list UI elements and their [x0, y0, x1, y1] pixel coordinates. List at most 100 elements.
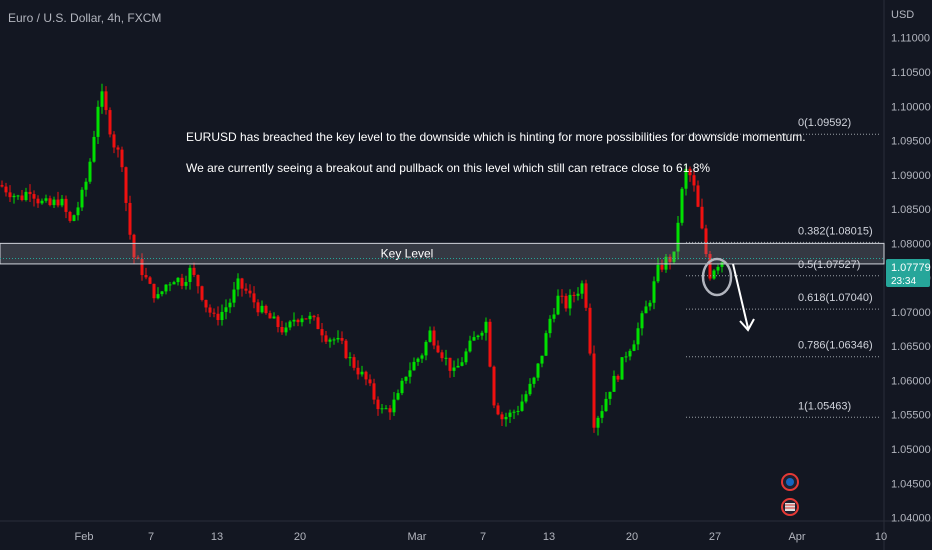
candle-body — [28, 191, 32, 195]
price-tick-label: 1.04500 — [891, 478, 931, 490]
projection-arrow — [701, 257, 755, 332]
candle-body — [532, 377, 536, 384]
candle-body — [296, 319, 300, 323]
price-tick-label: 1.04000 — [891, 513, 931, 525]
candle-body — [368, 379, 372, 384]
time-tick-label: 27 — [709, 531, 721, 543]
candle-body — [56, 199, 60, 206]
candle-body — [84, 181, 88, 190]
candle-body — [264, 305, 268, 314]
candle-body — [444, 357, 448, 359]
candle-body — [536, 363, 540, 378]
candle-body — [308, 315, 312, 320]
candle-body — [616, 375, 620, 380]
candle-body — [604, 398, 608, 412]
candle-body — [376, 399, 380, 410]
candle-body — [340, 337, 344, 341]
candle-body — [424, 341, 428, 356]
candle-body — [720, 262, 724, 267]
candle-body — [628, 350, 632, 357]
price-axis[interactable]: 1.11000 1.10500 1.10000 1.09500 1.09000 1.085… — [891, 33, 931, 525]
time-axis[interactable]: Feb 7 13 20 Mar 7 13 20 27 Apr 10 — [75, 531, 888, 543]
candle-body — [432, 330, 436, 346]
candle-body — [364, 371, 368, 380]
fib-level-label: 0.382(1.08015) — [798, 225, 873, 237]
candle-body — [228, 302, 232, 308]
candle-body — [512, 411, 516, 413]
price-tick-label: 1.10000 — [891, 101, 931, 113]
candle-body — [404, 376, 408, 381]
candle-body — [172, 282, 176, 285]
candle-body — [8, 192, 12, 198]
candle-body — [152, 283, 156, 299]
candle-body — [688, 168, 692, 176]
candle-body — [352, 357, 356, 368]
time-tick-label: 20 — [294, 531, 306, 543]
candle-body — [124, 167, 128, 203]
candle-body — [704, 228, 708, 255]
candle-body — [316, 317, 320, 330]
candle-body — [216, 313, 220, 321]
candle-body — [428, 330, 432, 342]
event-icon-us[interactable] — [781, 498, 799, 516]
candle-body — [712, 270, 716, 279]
candle-body — [144, 275, 148, 278]
candle-body — [300, 318, 304, 323]
candle-body — [636, 328, 640, 345]
candle-body — [288, 321, 292, 328]
price-tick-label: 1.10500 — [891, 67, 931, 79]
currency-label: USD — [891, 9, 914, 21]
candle-body — [420, 355, 424, 359]
candle-body — [548, 318, 552, 334]
candle-body — [696, 185, 700, 207]
candle-body — [380, 408, 384, 410]
candle-body — [252, 293, 256, 303]
fib-level-label: 0.5(1.07527) — [798, 259, 860, 271]
candle-body — [312, 315, 316, 318]
price-tick-label: 1.06000 — [891, 375, 931, 387]
candle-body — [88, 161, 92, 182]
candle-body — [68, 211, 72, 221]
time-tick-label: Apr — [788, 531, 805, 543]
candle-body — [580, 283, 584, 294]
candle-body — [556, 295, 560, 315]
price-tick-label: 1.09000 — [891, 170, 931, 182]
candle-body — [220, 311, 224, 321]
candle-body — [248, 290, 252, 294]
candle-body — [716, 266, 720, 271]
candle-body — [560, 295, 564, 297]
candle-body — [612, 375, 616, 392]
chart-title: Euro / U.S. Dollar, 4h, FXCM — [8, 11, 161, 25]
candle-body — [480, 332, 484, 336]
time-tick-label: 20 — [626, 531, 638, 543]
candle-body — [448, 357, 452, 371]
candle-body — [212, 312, 216, 314]
candle-body — [572, 294, 576, 296]
candle-body — [440, 352, 444, 359]
candle-body — [508, 412, 512, 417]
candle-body — [328, 339, 332, 342]
price-tick-label: 1.08000 — [891, 238, 931, 250]
candle-body — [356, 367, 360, 375]
candle-body — [472, 337, 476, 341]
candle-body — [272, 316, 276, 319]
candle-body — [620, 357, 624, 380]
candle-body — [164, 284, 168, 292]
price-tick-label: 1.05500 — [891, 410, 931, 422]
candle-body — [64, 198, 68, 212]
candle-body — [268, 313, 272, 319]
candle-body — [304, 318, 308, 320]
candle-body — [72, 215, 76, 221]
candle-body — [344, 340, 348, 359]
candle-body — [484, 321, 488, 333]
candle-body — [20, 195, 24, 201]
candle-body — [76, 207, 80, 216]
candle-body — [608, 391, 612, 399]
event-icon-eu[interactable] — [781, 473, 799, 491]
candle-body — [176, 277, 180, 283]
price-tick-label: 1.05000 — [891, 444, 931, 456]
candle-body — [348, 357, 352, 359]
time-tick-label: 13 — [543, 531, 555, 543]
candle-body — [148, 277, 152, 284]
